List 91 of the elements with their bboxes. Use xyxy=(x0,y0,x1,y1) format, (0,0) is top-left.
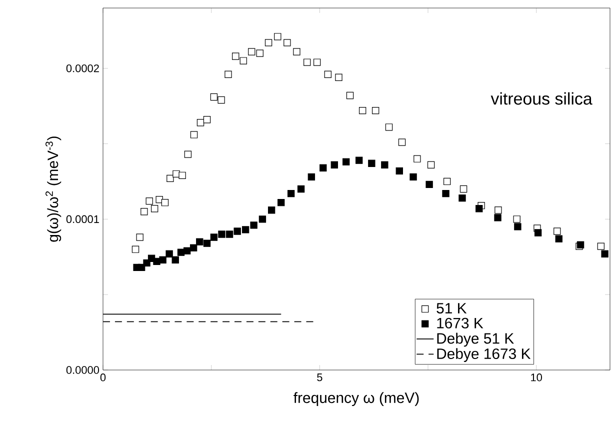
x-axis-title: frequency ω (meV) xyxy=(294,392,419,406)
legend-label: Debye 51 K xyxy=(437,332,514,347)
point xyxy=(554,228,561,235)
point xyxy=(183,247,191,254)
point xyxy=(372,106,380,114)
point xyxy=(356,156,363,164)
point xyxy=(335,74,342,81)
point xyxy=(460,185,468,193)
point xyxy=(330,161,338,168)
point xyxy=(414,155,421,162)
legend-label: Debye 1673 K xyxy=(437,348,531,362)
point xyxy=(156,196,163,204)
point xyxy=(442,190,450,198)
point xyxy=(358,106,366,114)
point xyxy=(398,138,406,146)
point xyxy=(136,234,144,241)
point xyxy=(597,242,604,250)
point xyxy=(601,250,608,258)
point xyxy=(196,238,204,246)
point xyxy=(513,216,520,223)
point xyxy=(184,150,192,158)
point xyxy=(342,158,350,166)
y-axis-title: g(ω)/ω$^{2}$ (meV$^{-3}$) xyxy=(46,136,62,242)
point xyxy=(166,174,174,182)
point xyxy=(476,205,483,212)
point xyxy=(178,172,186,180)
point xyxy=(396,167,403,174)
point xyxy=(258,216,266,223)
point xyxy=(514,223,522,230)
point xyxy=(203,116,211,124)
point xyxy=(427,161,435,168)
x-tick-label: 10 xyxy=(531,374,542,382)
point xyxy=(242,226,250,234)
point xyxy=(274,33,282,40)
point xyxy=(190,244,198,252)
point xyxy=(297,185,305,193)
point xyxy=(410,173,417,181)
x-tick-label: 5 xyxy=(317,374,322,382)
point xyxy=(458,194,466,202)
y-tick-label: 0.0000 xyxy=(66,366,100,374)
point xyxy=(140,208,148,216)
point xyxy=(234,228,241,235)
point xyxy=(146,197,153,205)
legend-label: 1673 K xyxy=(437,318,484,328)
point xyxy=(324,70,332,78)
point xyxy=(256,50,264,57)
point xyxy=(218,230,226,238)
point xyxy=(320,164,327,172)
point xyxy=(250,222,258,229)
point xyxy=(203,240,211,247)
point xyxy=(284,39,291,46)
point xyxy=(443,178,451,186)
x-tick-label: 0 xyxy=(100,374,106,382)
point xyxy=(313,58,321,66)
point xyxy=(534,229,542,236)
point xyxy=(177,248,185,256)
point xyxy=(172,256,179,264)
point xyxy=(166,250,173,258)
point xyxy=(264,39,272,46)
point xyxy=(494,214,502,222)
point xyxy=(346,92,354,100)
point xyxy=(304,58,311,66)
point xyxy=(226,230,234,238)
annotation: vitreous silica xyxy=(490,92,592,105)
point xyxy=(224,70,232,78)
point xyxy=(555,235,562,242)
point xyxy=(190,131,198,138)
point xyxy=(494,206,502,214)
point xyxy=(426,180,433,188)
point xyxy=(308,173,316,181)
legend-label: 51 K xyxy=(436,303,467,314)
point xyxy=(248,48,256,56)
point xyxy=(381,161,388,168)
y-tick-label: 0.0002 xyxy=(66,64,99,72)
point xyxy=(368,160,376,167)
point xyxy=(210,234,218,241)
y-tick-label: 0.0001 xyxy=(66,215,99,224)
point xyxy=(287,190,295,198)
point xyxy=(385,124,393,131)
point xyxy=(268,206,276,214)
point xyxy=(132,246,140,253)
point xyxy=(232,52,240,60)
point xyxy=(150,205,158,212)
point xyxy=(293,48,300,56)
point xyxy=(240,57,247,64)
point xyxy=(196,119,204,126)
point xyxy=(159,256,166,264)
point xyxy=(218,96,225,104)
point xyxy=(210,93,218,101)
point xyxy=(278,198,285,206)
point xyxy=(161,198,169,206)
